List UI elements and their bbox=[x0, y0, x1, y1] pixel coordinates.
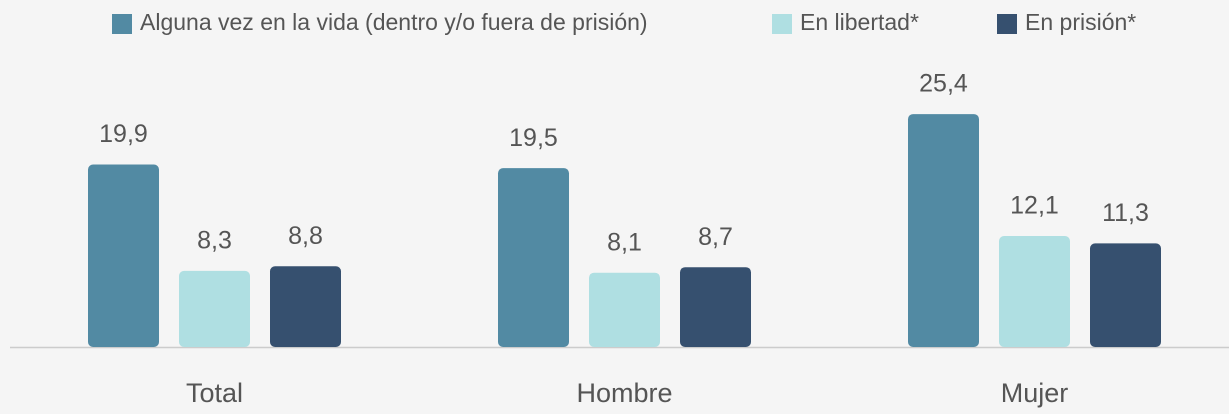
legend-label: En libertad* bbox=[800, 9, 919, 35]
bar bbox=[179, 270, 250, 347]
bar bbox=[498, 168, 569, 347]
value-label: 8,1 bbox=[607, 228, 642, 256]
legend-swatch bbox=[772, 14, 792, 34]
value-label: 19,5 bbox=[509, 124, 558, 152]
legend-label: Alguna vez en la vida (dentro y/o fuera … bbox=[140, 9, 648, 35]
legend-swatch bbox=[112, 14, 132, 34]
x-tick-label: Hombre bbox=[576, 378, 672, 408]
x-tick-label: Mujer bbox=[1001, 378, 1069, 408]
bar bbox=[1090, 243, 1161, 347]
value-label: 8,8 bbox=[288, 222, 323, 250]
bar bbox=[680, 267, 751, 347]
bar bbox=[999, 236, 1070, 347]
value-label: 12,1 bbox=[1010, 192, 1059, 220]
value-label: 8,3 bbox=[197, 226, 232, 254]
x-tick-label: Total bbox=[186, 378, 243, 408]
bar bbox=[270, 266, 341, 347]
value-label: 8,7 bbox=[698, 223, 733, 251]
value-label: 25,4 bbox=[919, 70, 968, 98]
value-label: 11,3 bbox=[1102, 199, 1149, 227]
value-label: 19,9 bbox=[99, 120, 148, 148]
bar bbox=[88, 164, 159, 347]
bar bbox=[589, 272, 660, 347]
legend-swatch bbox=[997, 14, 1017, 34]
legend-label: En prisión* bbox=[1025, 9, 1136, 35]
bar bbox=[908, 114, 979, 347]
